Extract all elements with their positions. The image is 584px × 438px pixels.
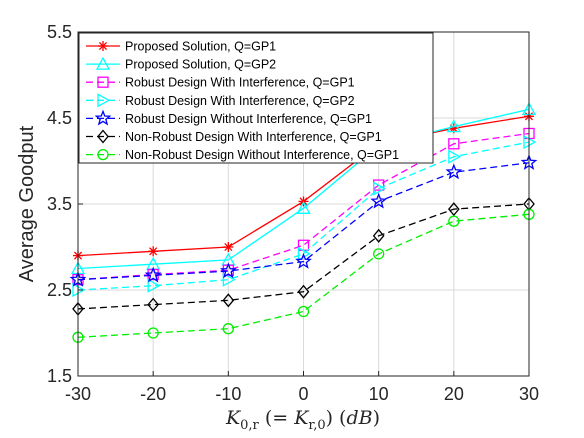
- data-point: [373, 248, 385, 260]
- data-point: [148, 246, 159, 257]
- data-point: [144, 266, 162, 283]
- y-tick-label: 5.5: [47, 22, 72, 42]
- data-point: [297, 305, 310, 318]
- asterisk-stroke: [98, 41, 108, 51]
- data-point: [219, 262, 237, 279]
- x-tick-label: -20: [140, 384, 166, 404]
- series-line: [77, 162, 530, 281]
- legend: Proposed Solution, Q=GP1 Proposed Solutio…: [78, 32, 434, 164]
- data-point: [448, 149, 462, 164]
- x-tick-label: 20: [444, 384, 464, 404]
- data-point: [373, 181, 387, 196]
- legend-marker: [95, 56, 111, 70]
- legend-box: [78, 32, 434, 164]
- asterisk-stroke: [149, 247, 158, 256]
- data-point: [222, 272, 236, 287]
- legend-entry: Robust Design Without Interference, Q=GP…: [86, 109, 372, 126]
- data-point: [297, 284, 310, 299]
- legend-entry: Robust Design With Interference, Q=GP2: [86, 93, 355, 108]
- x-tick-label: -10: [215, 384, 241, 404]
- data-point: [445, 163, 463, 180]
- legend-label: Proposed Solution, Q=GP1: [125, 40, 276, 54]
- data-point: [372, 228, 385, 243]
- y-tick-label: 2.5: [47, 280, 72, 300]
- legend-marker: [97, 148, 109, 161]
- data-point: [446, 119, 461, 133]
- y-tick-label: 1.5: [47, 366, 72, 386]
- legend-entry: Robust Design With Interference, Q=GP1: [86, 76, 355, 90]
- data-point: [448, 215, 460, 227]
- x-tick-label: -30: [65, 384, 91, 404]
- legend-entry: Non-Robust Design With Interference, Q=G…: [86, 129, 382, 144]
- asterisk-stroke: [224, 242, 233, 252]
- data-point: [222, 293, 235, 308]
- x-tick-label: 0: [298, 384, 308, 404]
- x-tick-label: 30: [519, 384, 539, 404]
- legend-label: Robust Design With Interference, Q=GP2: [125, 94, 355, 108]
- y-tick-label: 4.5: [47, 108, 72, 128]
- data-point: [447, 202, 460, 217]
- legend-entry: Proposed Solution, Q=GP1: [86, 40, 276, 54]
- data-point: [448, 138, 460, 150]
- series-6: [72, 196, 535, 316]
- series-line: [77, 108, 530, 270]
- legend-label: Robust Design Without Interference, Q=GP…: [125, 112, 372, 126]
- data-point: [147, 297, 160, 312]
- series-line: [77, 141, 530, 291]
- data-point: [296, 200, 311, 214]
- legend-entry: Proposed Solution, Q=GP2: [86, 56, 276, 72]
- x-tick-label: 10: [369, 384, 389, 404]
- legend-entry: Non-Robust Design Without Interference, …: [86, 148, 399, 162]
- series-line: [77, 203, 530, 310]
- y-tick-label: 3.5: [47, 194, 72, 214]
- legend-marker: [98, 41, 108, 51]
- legend-marker: [94, 109, 112, 126]
- y-axis-label: Average Goodput: [16, 125, 38, 282]
- legend-marker: [97, 129, 109, 144]
- legend-marker: [97, 93, 111, 108]
- legend-label: Non-Robust Design With Interference, Q=G…: [125, 130, 382, 144]
- legend-label: Robust Design With Interference, Q=GP1: [125, 76, 355, 90]
- data-point: [222, 323, 234, 335]
- data-point: [370, 192, 388, 209]
- legend-label: Non-Robust Design Without Interference, …: [125, 148, 399, 162]
- series-line: [77, 132, 530, 281]
- data-point: [147, 327, 159, 339]
- data-point: [223, 242, 234, 252]
- series-5: [69, 153, 538, 287]
- x-axis-label: K0,r (= Kr,0) (dB): [225, 407, 380, 433]
- data-point: [295, 252, 312, 269]
- legend-marker: [97, 76, 109, 88]
- legend-label: Proposed Solution, Q=GP2: [125, 58, 276, 72]
- data-point: [147, 278, 161, 293]
